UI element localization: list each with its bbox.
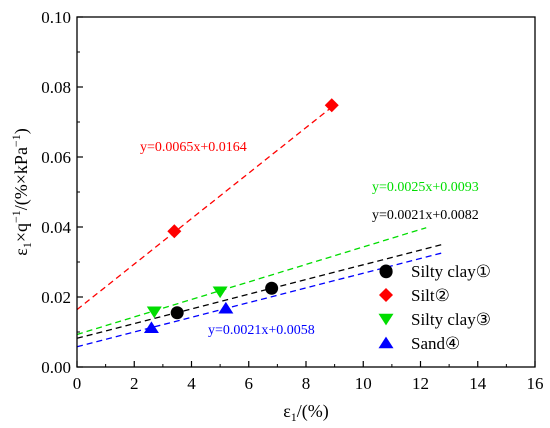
x-tick-label: 8 [302,374,311,393]
x-tick-labels: 0 2 4 6 8 10 12 14 16 [73,374,544,393]
fit-label-sand: y=0.0021x+0.0058 [208,323,315,338]
data-points [143,98,393,334]
x-tick-label: 6 [245,374,254,393]
x-tick-label: 12 [412,374,429,393]
fit-annotations: y=0.0065x+0.0164 y=0.0025x+0.0093 y=0.00… [140,140,479,338]
x-tick-label: 14 [469,374,487,393]
y-tick-label: 0.04 [41,218,71,237]
y-tick-label: 0.02 [41,288,71,307]
y-tick-label: 0.08 [41,78,71,97]
y-axis-label: ε1×q−1/(%×kPa−1) [9,128,34,255]
y-tick-label: 0.10 [41,8,71,27]
data-point-series-3-1 [218,301,234,314]
data-point-series-2-1 [212,286,228,299]
fit-label-silty-clay-1: y=0.0021x+0.0082 [372,208,479,223]
y-tick-label: 0.06 [41,148,71,167]
fit-line-series-2 [76,227,427,336]
legend-label-series-1: Silt② [411,286,450,305]
y-tick-labels: 0.00 0.02 0.04 0.06 0.08 0.10 [41,8,71,377]
data-point-series-1-1 [324,98,339,113]
legend-marker-series-2 [378,313,394,326]
x-tick-label: 2 [130,374,139,393]
y-tick-label: 0.00 [41,358,71,377]
axis-ticks [76,16,536,368]
data-point-series-1-0 [167,224,182,239]
legend-label-series-0: Silty clay① [411,262,491,281]
fit-label-silt: y=0.0065x+0.0164 [140,140,247,155]
x-axis-label: ε1/(%) [283,401,329,424]
legend-label-series-2: Silty clay③ [411,310,491,329]
legend-marker-series-3 [378,336,394,349]
legend-marker-series-0 [379,264,393,278]
x-tick-label: 4 [187,374,196,393]
fit-line-series-1 [76,106,333,311]
data-point-series-0-0 [170,306,184,320]
legend-marker-series-1 [379,288,393,302]
data-point-series-0-1 [265,281,279,295]
data-point-series-3-0 [143,321,159,334]
fit-label-silty-clay-3: y=0.0025x+0.0093 [372,180,479,195]
x-tick-label: 10 [355,374,372,393]
fit-lines [76,106,444,348]
fit-line-series-0 [76,243,444,339]
legend-label-series-3: Sand④ [411,334,460,353]
x-tick-label: 16 [527,374,544,393]
legend: Silty clay① Silt② Silty clay③ Sand④ [378,262,491,353]
x-tick-label: 0 [73,374,82,393]
data-point-series-2-0 [146,306,162,319]
